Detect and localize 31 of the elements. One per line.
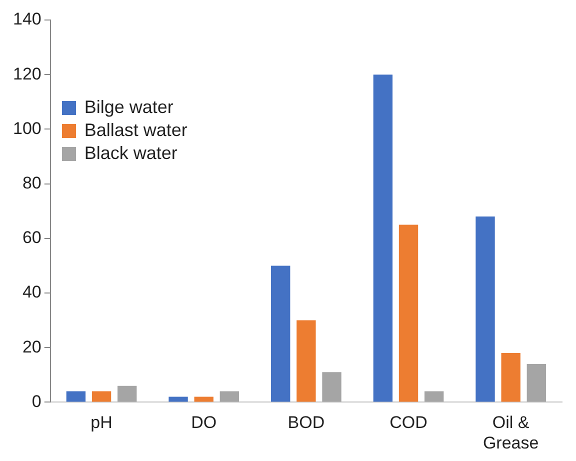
bar: [168, 396, 188, 402]
y-tick-label: 120: [12, 64, 42, 84]
bar: [424, 391, 444, 402]
x-tick-label: BOD: [288, 413, 325, 432]
y-tick-label: 0: [32, 392, 42, 411]
bar: [220, 391, 240, 402]
bar: [194, 396, 214, 402]
legend-label: Ballast water: [83, 120, 188, 141]
bar: [501, 353, 520, 402]
bar: [476, 216, 495, 402]
x-tick-label: pH: [90, 413, 112, 432]
bar: [271, 266, 290, 402]
x-tick-label: COD: [390, 413, 428, 432]
bar: [398, 224, 418, 402]
y-tick-label: 40: [22, 282, 42, 302]
y-tick-label: 60: [22, 228, 42, 248]
x-tick-label: DO: [191, 413, 217, 432]
y-tick-label: 100: [12, 118, 42, 138]
y-tick-label: 20: [22, 337, 42, 356]
bar: [526, 364, 546, 402]
x-tick-label: Oil & Grease: [482, 413, 539, 452]
y-tick-label: 140: [12, 10, 42, 29]
bar: [118, 386, 137, 402]
legend-label: Black water: [83, 143, 178, 164]
bar: [66, 391, 86, 402]
bar: [296, 320, 316, 402]
bar: [92, 391, 112, 402]
y-tick-label: 80: [22, 173, 42, 192]
legend-label: Bilge water: [83, 97, 174, 118]
bar: [373, 74, 393, 402]
bar: [322, 372, 342, 402]
